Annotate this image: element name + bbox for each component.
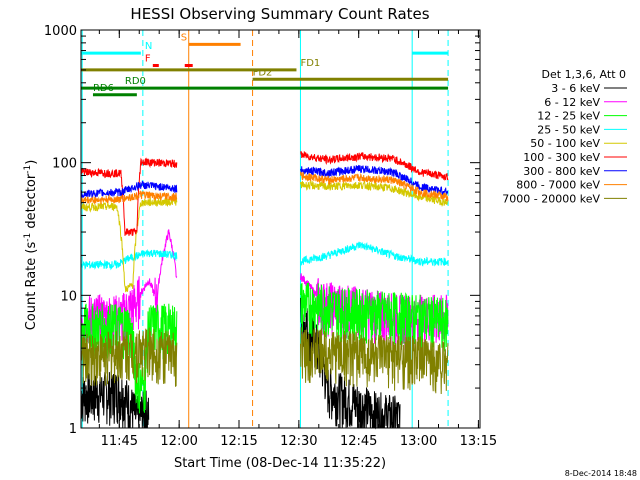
series-trace-5-0 [80,157,178,236]
legend-label-8: 7000 - 20000 keV [502,192,600,205]
x-tick-label-3: 12:30 [280,434,317,449]
series-trace-2-1 [300,282,449,352]
series-trace-6-1 [300,164,449,197]
y-tick-label-0: 1 [69,422,77,437]
series-trace-7-0 [80,190,178,206]
x-tick-label-5: 13:00 [400,434,437,449]
axes: 11:45 12:00 12:15 12:30 12:45 13:00 13:15 1 10 10… [44,24,497,449]
series-trace-6-0 [80,180,178,200]
plot-area [80,30,449,430]
flag-label-4: FD2 [253,67,273,78]
x-tick-label-0: 11:45 [101,434,138,449]
legend-label-7: 800 - 7000 keV [516,179,600,192]
x-axis-label: Start Time (08-Dec-14 11:35:22) [174,456,386,471]
y-tick-label-2: 100 [52,157,77,172]
y-axis-label-mid: detector [24,173,39,233]
y-axis-label: Count Rate (s-1 detector-1) [23,160,39,331]
flag-label-3: FD1 [300,58,320,69]
legend-label-1: 6 - 12 keV [544,96,600,109]
series-trace-4-0 [80,196,178,293]
flag-label-6: RD6 [93,83,114,94]
legend-title: Det 1,3,6, Att 0 [542,68,626,81]
x-tick-label-2: 12:15 [220,434,257,449]
legend-label-3: 25 - 50 keV [537,123,600,136]
flag-bars: N S F FD1 FD2 RD0 RD6 [81,32,449,97]
x-tick-label-1: 12:00 [160,434,197,449]
series-trace-8-0 [80,327,178,387]
x-tick-label-6: 13:15 [460,434,497,449]
legend-label-0: 3 - 6 keV [551,82,600,95]
x-tick-label-4: 12:45 [340,434,377,449]
chart-title: HESSI Observing Summary Count Rates [130,5,429,23]
plot-frame [80,29,481,429]
y-axis-label-sup1: -1 [23,233,33,242]
series-trace-8-1 [300,327,449,395]
y-axis-label-sup2: -1 [23,165,33,174]
flag-label-2: F [145,54,151,65]
legend-label-2: 12 - 25 keV [537,110,600,123]
legend-label-6: 300 - 800 keV [523,165,600,178]
series-trace-3-1 [300,241,449,267]
series-trace-4-1 [300,180,449,208]
y-axis-label-main: Count Rate (s [24,242,39,331]
series-trace-5-1 [300,151,449,181]
series-trace-3-0 [80,248,178,271]
flag-label-5: RD0 [125,76,146,87]
legend-label-5: 100 - 300 keV [523,151,600,164]
y-tick-label-1: 10 [60,289,77,304]
y-tick-label-3: 1000 [44,24,77,39]
flag-label-1: S [181,32,187,43]
flag-label-0: N [145,41,152,52]
y-axis-label-end: ) [24,160,39,165]
legend-label-4: 50 - 100 keV [530,137,600,150]
footer-timestamp: 8-Dec-2014 18:48 [565,469,637,478]
series-trace-7-1 [300,171,449,202]
